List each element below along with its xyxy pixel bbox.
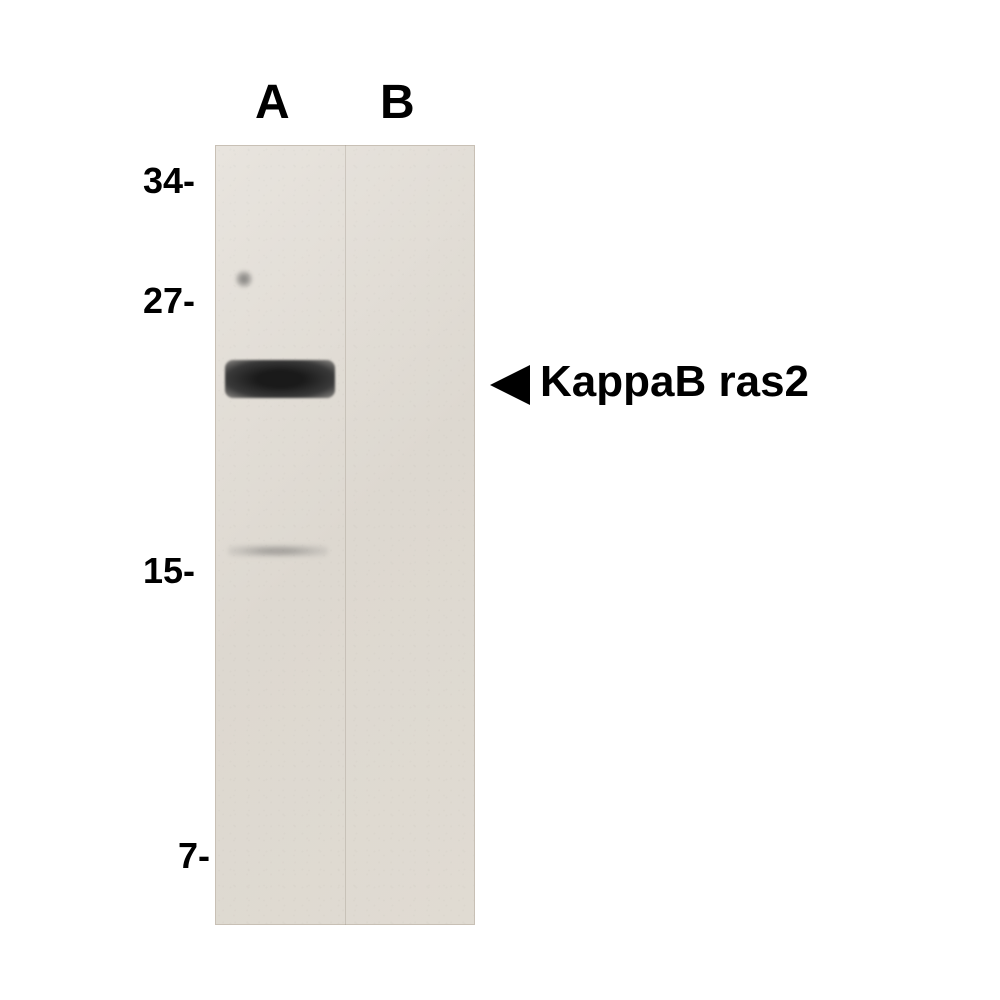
- lane-divider: [345, 145, 346, 925]
- protein-band-faint: [228, 545, 328, 557]
- protein-band-strong: [225, 360, 335, 398]
- lane-label-a: A: [255, 75, 290, 130]
- mw-marker-15: 15-: [135, 550, 195, 592]
- western-blot-figure: A B 34- 27- 15- 7- KappaB ras2: [120, 75, 880, 925]
- target-protein-label: KappaB ras2: [540, 357, 809, 407]
- mw-marker-27: 27-: [135, 280, 195, 322]
- protein-spot: [235, 270, 253, 288]
- mw-marker-7: 7-: [150, 835, 210, 877]
- target-arrow-icon: [490, 365, 530, 405]
- lane-label-b: B: [380, 75, 415, 130]
- mw-marker-34: 34-: [135, 160, 195, 202]
